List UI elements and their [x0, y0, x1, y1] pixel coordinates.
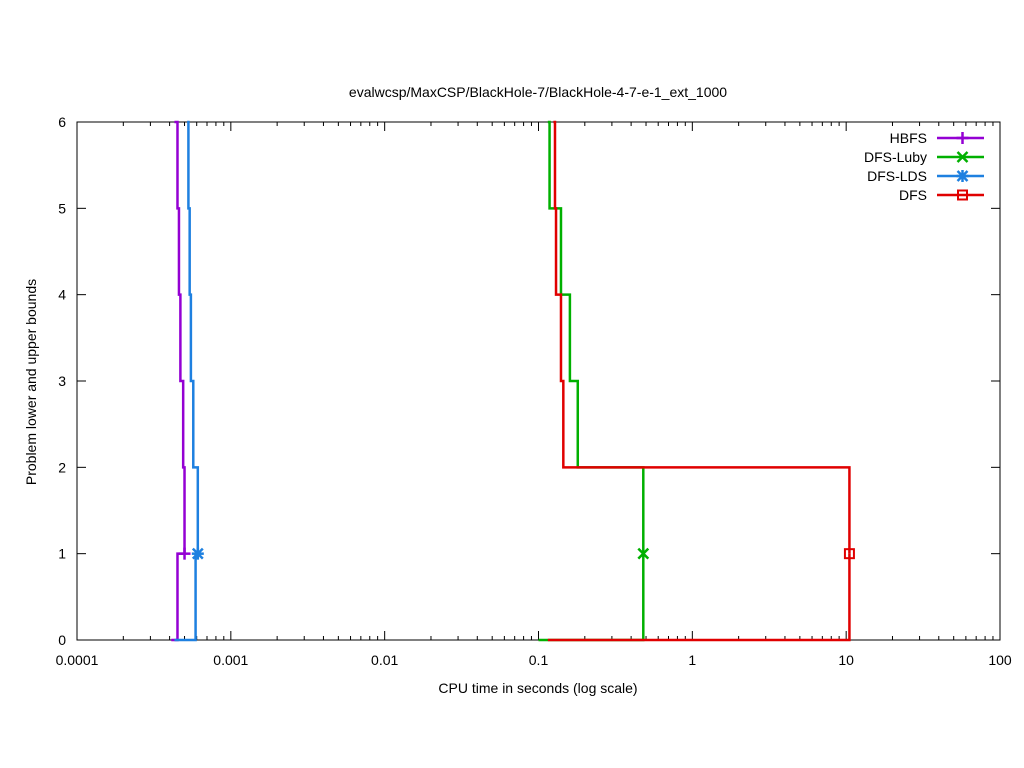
series-point-dfs	[843, 548, 855, 560]
y-axis-label: Problem lower and upper bounds	[23, 279, 39, 485]
x-tick-label: 100	[988, 652, 1012, 668]
y-tick-label: 2	[58, 459, 66, 475]
series-upper-line-hbfs	[174, 120, 186, 554]
legend-item-dfs: DFS	[899, 187, 984, 203]
axis-ticks	[76, 121, 1001, 641]
y-tick-label: 4	[58, 287, 66, 303]
x-axis-label: CPU time in seconds (log scale)	[438, 680, 637, 696]
chart-title: evalwcsp/MaxCSP/BlackHole-7/BlackHole-4-…	[349, 84, 727, 100]
legend-label: DFS-Luby	[864, 149, 927, 165]
series-lower-line-dfs	[547, 553, 851, 642]
series-dfs-lds	[174, 120, 204, 642]
y-tick-label: 3	[58, 373, 66, 389]
series-upper-line-dfs-lds	[187, 120, 200, 554]
y-tick-label: 1	[58, 546, 66, 562]
legend-marker	[956, 170, 969, 182]
x-tick-label: 1	[688, 652, 696, 668]
series-upper-line-dfs	[553, 120, 851, 554]
x-tick-label: 0.01	[371, 652, 398, 668]
legend-label: HBFS	[890, 130, 927, 146]
x-tick-label: 0.0001	[56, 652, 99, 668]
legend-label: DFS-LDS	[867, 168, 927, 184]
series-point-dfs-lds	[191, 547, 204, 560]
x-tick-label: 0.1	[529, 652, 549, 668]
plot-area-frame	[76, 121, 1001, 641]
series-point-hbfs	[178, 547, 191, 560]
legend-marker	[956, 151, 969, 163]
legend-item-hbfs: HBFS	[890, 130, 984, 146]
series-lower-line-dfs-luby	[538, 553, 645, 642]
series-layer	[171, 120, 855, 642]
legend-marker	[957, 189, 968, 201]
x-tick-label: 10	[838, 652, 854, 668]
series-point-dfs-luby	[637, 547, 650, 560]
legend-item-dfs-lds: DFS-LDS	[867, 168, 984, 184]
y-tick-label: 5	[58, 200, 66, 216]
series-hbfs	[171, 120, 191, 642]
series-dfs	[547, 120, 855, 642]
legend-label: DFS	[899, 187, 927, 203]
legend-item-dfs-luby: DFS-Luby	[864, 149, 984, 165]
axis-tick-labels: 0 1 2 3 4 5 6 0.0001 0.001 0.01 0.1 1 10 100	[56, 114, 1012, 668]
x-tick-label: 0.001	[213, 652, 248, 668]
legend: HBFS DFS-Luby DFS-LDS DFS	[864, 130, 984, 203]
y-tick-label: 0	[58, 632, 66, 648]
series-lower-line-hbfs	[171, 552, 185, 642]
legend-marker	[956, 132, 969, 144]
y-tick-label: 6	[58, 114, 66, 130]
